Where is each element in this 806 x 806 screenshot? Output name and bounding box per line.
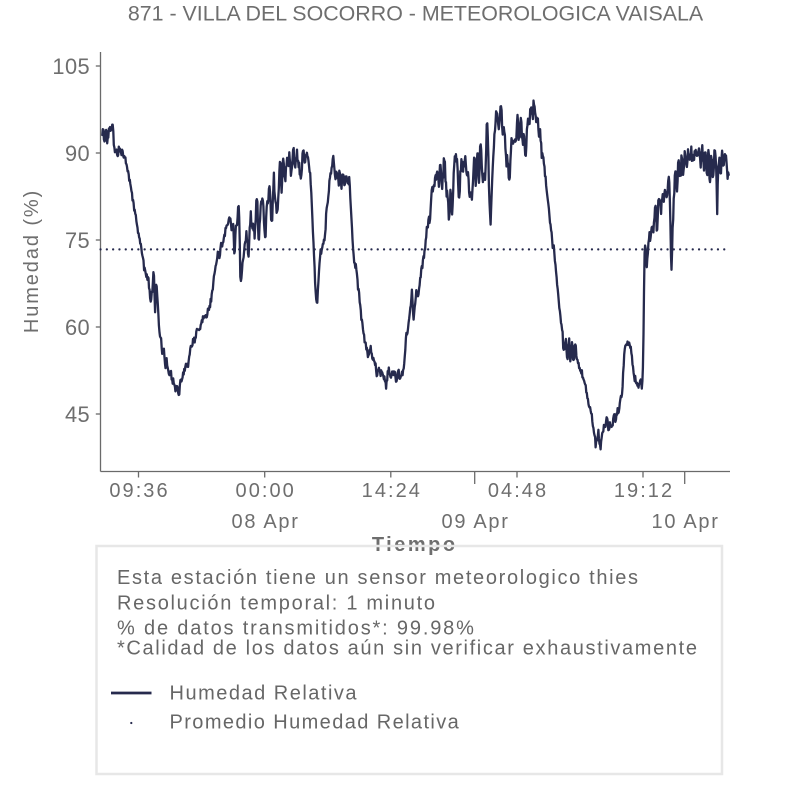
svg-text:Humedad (%): Humedad (%) [21,189,43,333]
svg-text:Humedad Relativa: Humedad Relativa [170,683,359,705]
svg-text:04:48: 04:48 [488,480,548,502]
svg-text:14:24: 14:24 [362,480,422,502]
svg-text:Resolución temporal: 1 minuto: Resolución temporal: 1 minuto [117,593,437,615]
svg-text:10 Apr: 10 Apr [652,511,720,533]
svg-text:45: 45 [65,402,90,427]
svg-text:105: 105 [52,54,90,79]
svg-text:09:36: 09:36 [109,480,169,502]
svg-text:*Calidad de los datos aún sin: *Calidad de los datos aún sin verificar … [117,637,699,659]
svg-text:90: 90 [65,141,90,166]
svg-text:00:00: 00:00 [236,480,296,502]
svg-text:19:12: 19:12 [614,480,674,502]
svg-text:Promedio Humedad Relativa: Promedio Humedad Relativa [170,712,461,734]
svg-text:75: 75 [65,228,90,253]
svg-text:09 Apr: 09 Apr [442,511,510,533]
svg-text:871 - VILLA DEL SOCORRO - METE: 871 - VILLA DEL SOCORRO - METEOROLOGICA … [128,2,704,26]
svg-text:Esta estación tiene un sensor: Esta estación tiene un sensor meteorolog… [117,567,640,589]
svg-text:60: 60 [65,315,90,340]
svg-text:% de datos transmitidos*: 99.9: % de datos transmitidos*: 99.98% [117,618,476,640]
svg-text:08 Apr: 08 Apr [232,511,300,533]
